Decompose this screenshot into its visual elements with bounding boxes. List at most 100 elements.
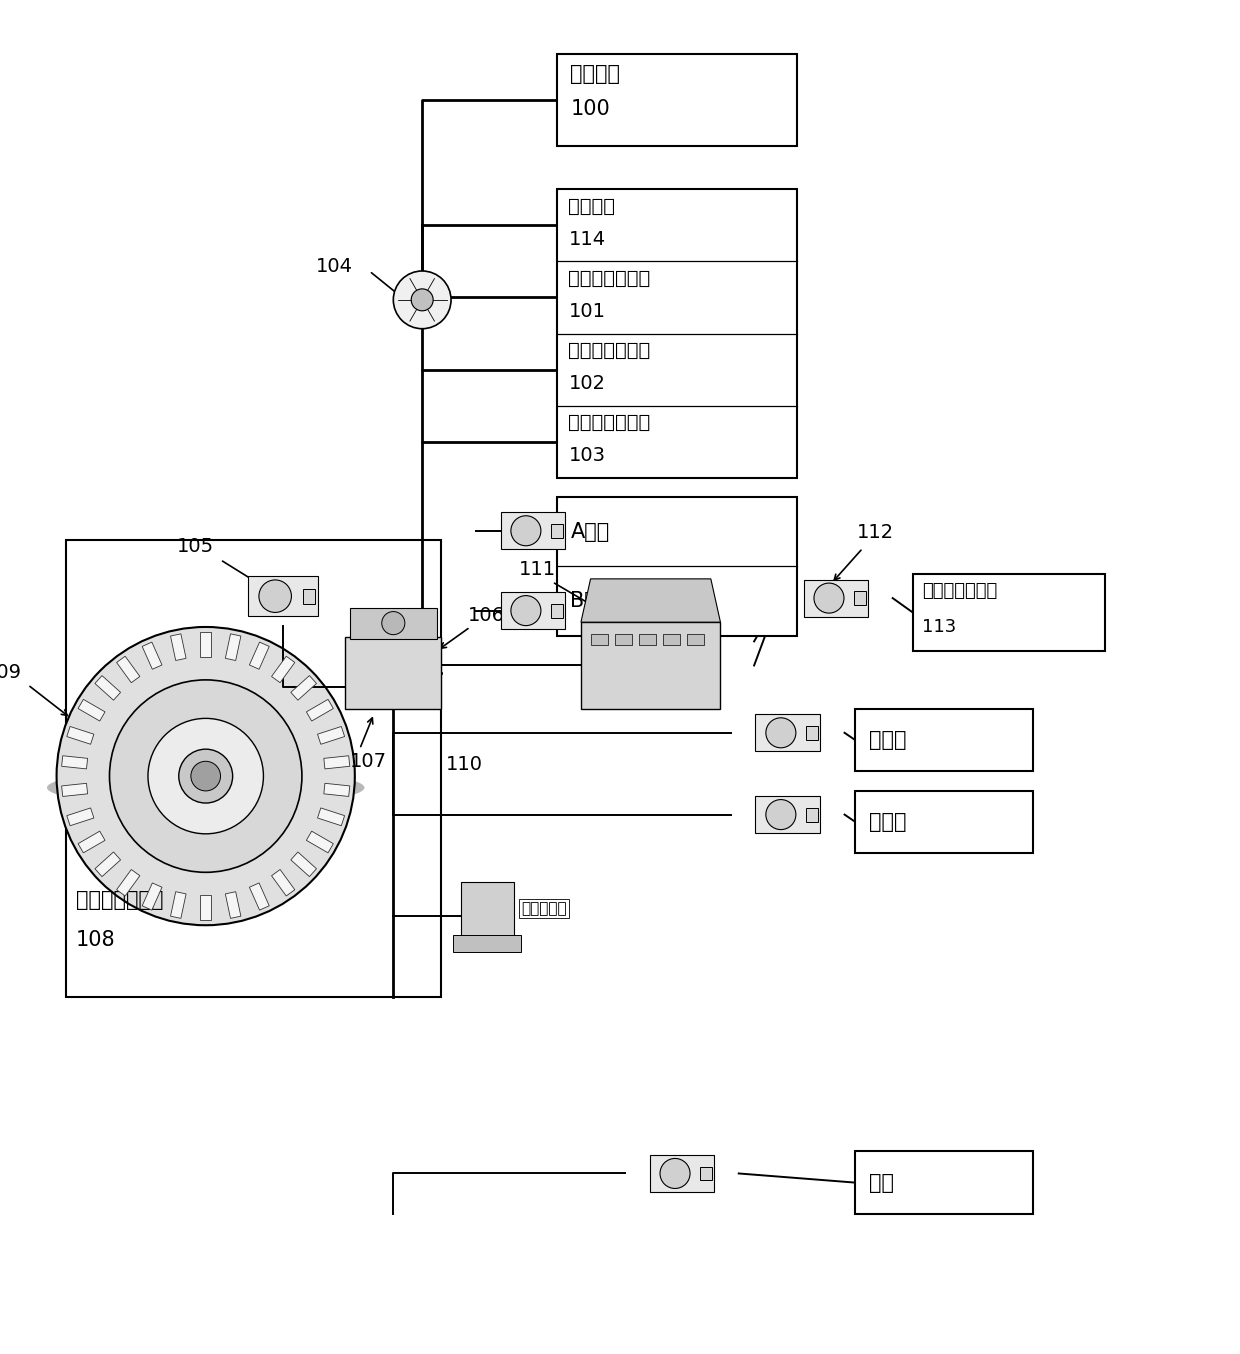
Bar <box>590 634 608 646</box>
Circle shape <box>109 680 301 872</box>
Text: 废液: 废液 <box>868 1173 894 1193</box>
Circle shape <box>813 584 844 613</box>
Text: 109: 109 <box>0 662 21 681</box>
Bar <box>95 676 120 700</box>
Bar <box>324 756 350 769</box>
Bar <box>580 621 720 708</box>
Text: 102: 102 <box>568 374 605 393</box>
Bar <box>557 497 797 635</box>
Circle shape <box>179 749 233 803</box>
Bar <box>248 577 317 616</box>
Bar <box>226 892 241 918</box>
Text: 112: 112 <box>857 523 894 542</box>
Bar <box>272 657 295 682</box>
Bar <box>461 881 513 949</box>
Bar <box>272 869 295 896</box>
Bar <box>66 540 441 998</box>
Circle shape <box>57 627 355 925</box>
Bar <box>501 592 565 630</box>
Circle shape <box>259 580 291 612</box>
Circle shape <box>511 516 541 546</box>
Bar <box>117 869 140 896</box>
Bar <box>639 634 656 646</box>
Bar <box>67 727 94 745</box>
Bar <box>291 676 316 700</box>
Text: 111: 111 <box>518 559 556 578</box>
Bar <box>291 852 316 876</box>
Text: 清洗液废液装置: 清洗液废液装置 <box>76 890 164 910</box>
Text: 清洗液包: 清洗液包 <box>570 64 620 84</box>
Bar <box>306 700 334 722</box>
Bar <box>306 831 334 853</box>
Text: B标液: B标液 <box>570 590 610 611</box>
Bar <box>117 657 140 682</box>
Ellipse shape <box>47 769 365 807</box>
Bar <box>501 512 565 550</box>
Text: 标准液: 标准液 <box>868 730 906 750</box>
Bar <box>854 592 866 605</box>
Bar <box>557 54 797 146</box>
Circle shape <box>766 718 796 747</box>
Text: 101: 101 <box>568 302 605 321</box>
Circle shape <box>148 719 263 834</box>
Bar <box>350 608 436 639</box>
Bar <box>557 190 797 478</box>
Bar <box>662 634 680 646</box>
Bar <box>226 634 241 661</box>
Text: 第三自动质控包: 第三自动质控包 <box>568 413 651 432</box>
Bar <box>303 589 315 604</box>
Text: 114: 114 <box>568 230 605 249</box>
Circle shape <box>660 1159 689 1189</box>
Bar <box>856 791 1033 853</box>
Bar <box>62 784 88 796</box>
Text: 去脂水包: 去脂水包 <box>568 196 615 215</box>
Bar <box>806 807 818 822</box>
Bar <box>806 726 818 739</box>
Bar <box>78 700 105 722</box>
Bar <box>453 934 521 952</box>
Text: 压力传感器: 压力传感器 <box>521 902 567 917</box>
Bar <box>95 852 120 876</box>
Circle shape <box>412 288 433 311</box>
Text: 113: 113 <box>923 619 957 636</box>
Bar <box>650 1155 714 1192</box>
Text: 108: 108 <box>76 930 115 951</box>
Bar <box>143 883 162 910</box>
Text: 106: 106 <box>469 607 506 626</box>
Bar <box>201 632 211 657</box>
Bar <box>615 634 632 646</box>
Bar <box>317 727 345 745</box>
Text: 第二自动质控包: 第二自动质控包 <box>568 341 651 360</box>
Bar <box>249 642 269 669</box>
Bar <box>67 808 94 826</box>
Bar <box>804 580 868 616</box>
Bar <box>755 796 820 833</box>
Bar <box>143 642 162 669</box>
Bar <box>201 895 211 921</box>
Polygon shape <box>580 580 720 621</box>
Text: 105: 105 <box>177 536 215 555</box>
Text: 第一自动质控包: 第一自动质控包 <box>568 269 651 288</box>
Bar <box>171 634 186 661</box>
Circle shape <box>766 800 796 830</box>
Bar <box>755 715 820 751</box>
Bar <box>317 808 345 826</box>
Bar <box>913 574 1105 651</box>
Text: A标液: A标液 <box>570 521 610 542</box>
Bar <box>324 784 350 796</box>
Text: 104: 104 <box>316 257 353 276</box>
Bar <box>856 708 1033 772</box>
Text: 反应液: 反应液 <box>868 812 906 831</box>
Text: 100: 100 <box>570 99 610 119</box>
Text: 质控液废液装置: 质控液废液装置 <box>923 582 998 600</box>
Bar <box>856 1151 1033 1215</box>
Bar <box>552 524 563 538</box>
Bar <box>552 604 563 617</box>
Bar <box>687 634 704 646</box>
Text: 110: 110 <box>446 756 484 774</box>
Circle shape <box>382 612 405 635</box>
Bar <box>701 1167 712 1181</box>
Text: 107: 107 <box>350 753 387 772</box>
Circle shape <box>393 271 451 329</box>
Text: 103: 103 <box>568 445 605 464</box>
